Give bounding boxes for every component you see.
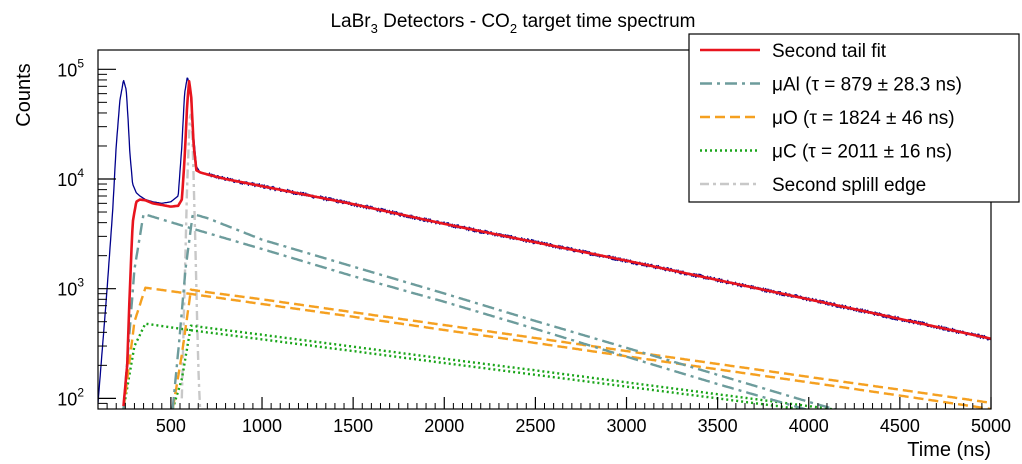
x-tick-label: 500	[156, 416, 186, 436]
x-tick-label: 5000	[971, 416, 1011, 436]
legend-label-edge: Second splill edge	[772, 175, 926, 196]
y-tick-label: 104	[57, 166, 84, 190]
title-part-end: target time spectrum	[517, 11, 695, 32]
x-tick-label: 3500	[698, 416, 738, 436]
x-tick-label: 4000	[789, 416, 829, 436]
series-al-line-0	[122, 212, 809, 409]
legend-label-fit: Second tail fit	[772, 41, 887, 62]
title-part-mid: Detectors - CO	[378, 11, 510, 32]
legend-label-c: μC (τ = 2011 ± 16 ns)	[772, 142, 952, 163]
title-subscript-2: 2	[510, 21, 517, 36]
x-tick-label: 4500	[880, 416, 920, 436]
y-tick-label: 105	[57, 56, 84, 80]
x-tick-label: 1000	[242, 416, 282, 436]
curves-layer	[98, 77, 991, 409]
y-axis-label: Counts	[13, 63, 35, 126]
legend-box	[688, 33, 1020, 203]
x-tick-label: 1500	[333, 416, 373, 436]
legend: Second tail fit μAl (τ = 879 ± 28.3 ns) μO…	[688, 33, 1020, 203]
series-o-line-1	[171, 288, 991, 409]
series-o-line-0	[122, 286, 991, 409]
legend-label-al: μAl (τ = 879 ± 28.3 ns)	[772, 75, 962, 96]
series-c-line-1	[171, 324, 840, 409]
x-tick-label: 2500	[515, 416, 555, 436]
y-tick-label: 103	[57, 276, 84, 300]
legend-label-o: μO (τ = 1824 ± 46 ns)	[772, 108, 955, 129]
x-axis-label: Time (ns)	[907, 439, 991, 461]
x-tick-label: 2000	[424, 416, 464, 436]
series-al-line-1	[171, 212, 839, 409]
title-part-main: LaBr	[330, 11, 371, 32]
x-tick-label: 3000	[606, 416, 646, 436]
series-fit-line-0	[122, 79, 991, 407]
chart-title: LaBr3 Detectors - CO2 target time spectr…	[330, 11, 695, 36]
axes-layer: 500 1000 1500 2000 2500 3000 3500 4000 4500 5000 1…	[57, 49, 1011, 436]
y-tick-label: 102	[57, 385, 84, 409]
title-subscript-3: 3	[371, 21, 378, 36]
